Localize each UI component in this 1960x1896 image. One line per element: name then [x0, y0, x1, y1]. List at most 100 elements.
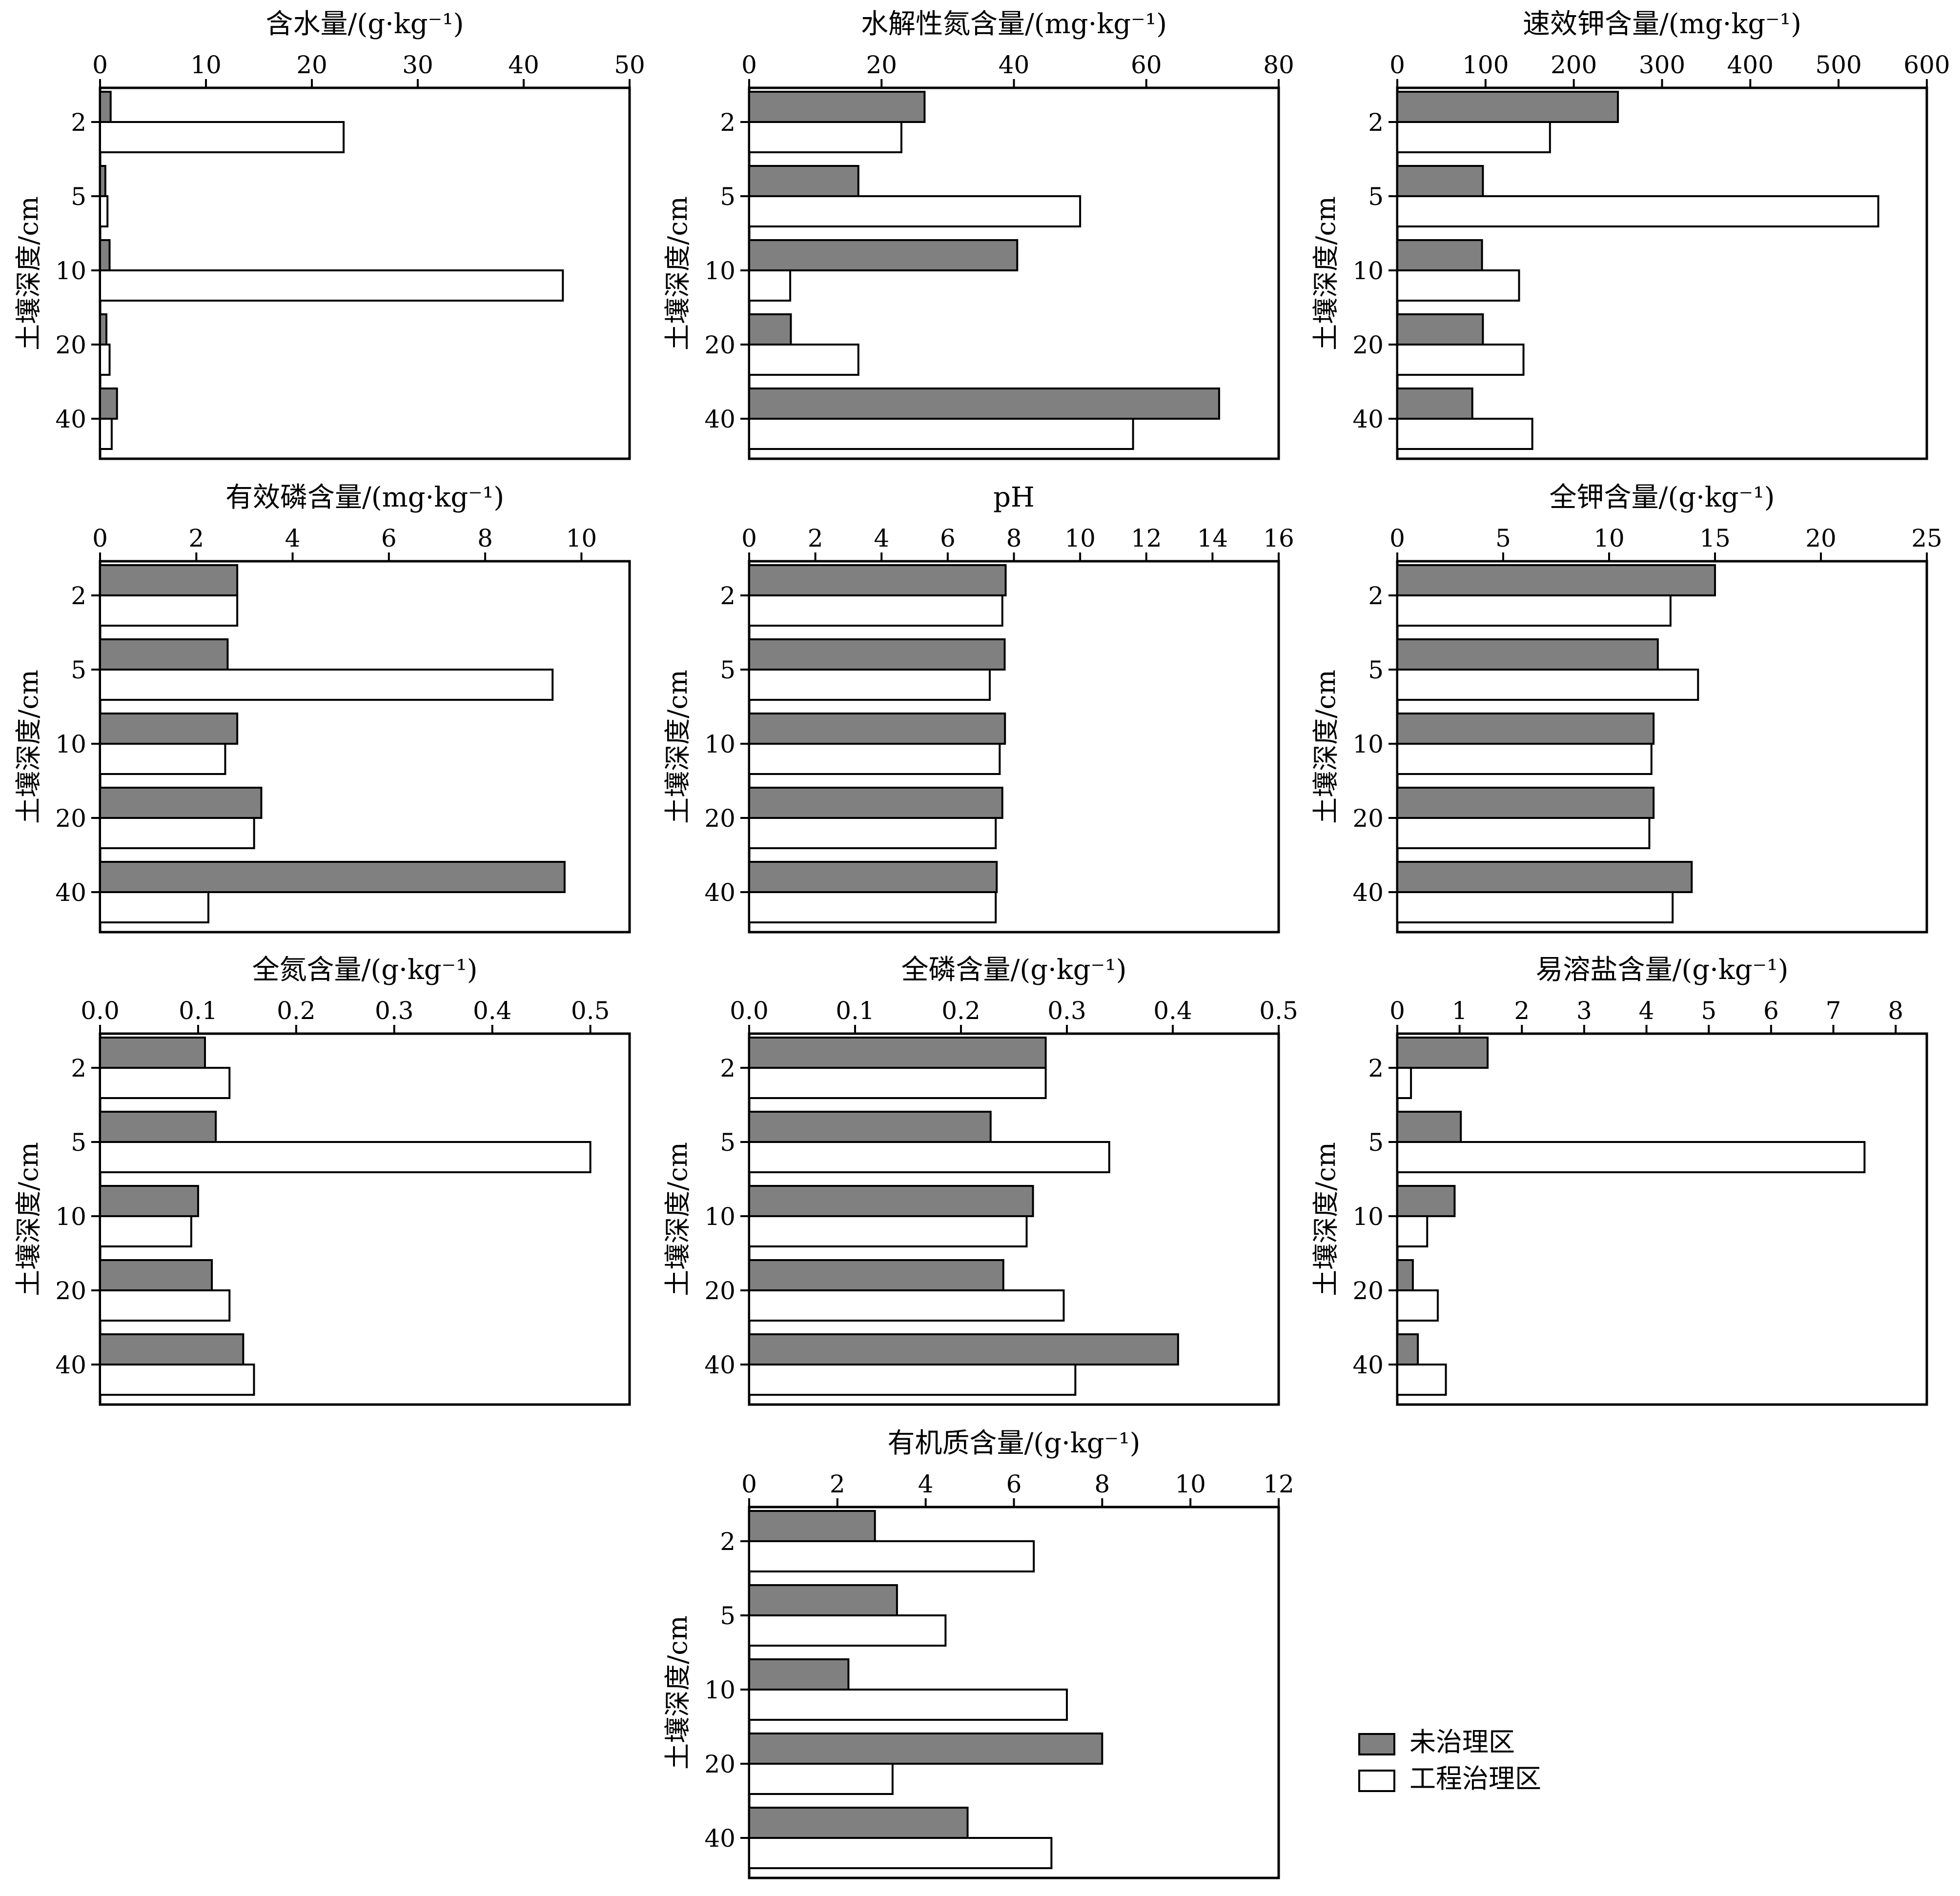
y-tick-label: 40: [704, 878, 735, 907]
y-axis-label: 土壤深度/cm: [662, 670, 693, 824]
x-tick-label: 100: [1462, 51, 1509, 79]
x-tick-label: 40: [508, 51, 539, 79]
y-tick-label: 2: [720, 1054, 735, 1082]
bar-untreated: [1396, 1333, 1419, 1366]
x-tick-label: 0.2: [277, 997, 316, 1025]
y-tick-label: 20: [1352, 804, 1384, 833]
y-axis-label: 土壤深度/cm: [13, 670, 44, 824]
bar-untreated: [748, 313, 792, 346]
x-tick-label: 0.1: [179, 997, 218, 1025]
x-tick-label: 5: [1495, 524, 1511, 552]
x-tick-label: 4: [918, 1470, 934, 1498]
y-tick-label: 2: [1368, 582, 1384, 610]
bar-untreated: [1396, 1037, 1489, 1069]
bar-untreated: [748, 91, 926, 123]
chart-title: pH: [993, 482, 1035, 513]
bar-treated: [748, 891, 997, 923]
y-tick-label: 2: [1368, 1054, 1384, 1082]
chart-panel: 水解性氮含量/(mg·kg⁻¹) 0 20 40 60 80 土壤深度/cm 2 5 10 20 40: [662, 8, 1294, 460]
bar-untreated: [1396, 787, 1655, 819]
bar-treated: [748, 1141, 1110, 1173]
bar-treated: [748, 121, 902, 153]
chart-title: 速效钾含量/(mg·kg⁻¹): [1523, 8, 1801, 40]
y-tick-label: 5: [1368, 183, 1384, 211]
bar-untreated: [748, 1584, 898, 1616]
legend-swatch-treated: [1358, 1770, 1395, 1792]
chart-title: 水解性氮含量/(mg·kg⁻¹): [861, 8, 1167, 40]
y-tick-label: 10: [1352, 257, 1384, 285]
bar-untreated: [99, 387, 118, 420]
chart-title: 有机质含量/(g·kg⁻¹): [888, 1427, 1141, 1459]
bar-treated: [1396, 195, 1879, 227]
bar-untreated: [748, 1259, 1004, 1291]
x-tick-label: 0.5: [571, 997, 610, 1025]
bar-treated: [99, 594, 239, 627]
legend-swatch-untreated: [1358, 1733, 1395, 1755]
bar-untreated: [99, 239, 111, 271]
x-tick-label: 12: [1131, 524, 1162, 552]
y-tick-label: 20: [704, 1750, 735, 1778]
bar-treated: [748, 344, 859, 376]
x-tick-label: 200: [1551, 51, 1597, 79]
x-tick-label: 12: [1263, 1470, 1294, 1498]
bar-treated: [1396, 344, 1525, 376]
bar-treated: [99, 269, 564, 302]
bar-untreated: [748, 1658, 850, 1691]
x-tick-label: 50: [614, 51, 645, 79]
bar-untreated: [99, 1037, 206, 1069]
bar-untreated: [1396, 165, 1484, 197]
y-tick-label: 20: [55, 804, 86, 833]
y-tick-label: 10: [704, 730, 735, 758]
chart-title: 全氮含量/(g·kg⁻¹): [252, 954, 478, 986]
bar-untreated: [748, 564, 1007, 596]
bar-untreated: [1396, 387, 1473, 420]
chart-title: 全钾含量/(g·kg⁻¹): [1550, 482, 1775, 513]
x-tick-label: 10: [1064, 524, 1096, 552]
chart-title: 含水量/(g·kg⁻¹): [266, 8, 464, 40]
x-tick-label: 2: [188, 524, 204, 552]
bar-untreated: [748, 1510, 876, 1542]
chart-panel: 含水量/(g·kg⁻¹) 0 10 20 30 40 50 土壤深度/cm 2 5 10 20 40: [13, 8, 645, 460]
bar-treated: [1396, 418, 1533, 450]
y-axis-label: 土壤深度/cm: [662, 196, 693, 350]
chart-panel: 有效磷含量/(mg·kg⁻¹) 0 2 4 6 8 10 土壤深度/cm 2 5 10 20 40: [13, 482, 631, 934]
x-tick-label: 0: [1389, 51, 1405, 79]
x-tick-label: 300: [1639, 51, 1685, 79]
bar-untreated: [748, 239, 1019, 271]
bar-untreated: [748, 638, 1006, 671]
x-tick-label: 14: [1197, 524, 1228, 552]
bar-treated: [1396, 1364, 1447, 1396]
x-tick-label: 8: [1888, 997, 1903, 1025]
y-axis-label: 土壤深度/cm: [1310, 670, 1341, 824]
bar-treated: [99, 1215, 192, 1247]
y-tick-label: 10: [1352, 730, 1384, 758]
y-axis-label: 土壤深度/cm: [662, 1615, 693, 1770]
y-tick-label: 2: [71, 582, 86, 610]
x-tick-label: 0.3: [1047, 997, 1086, 1025]
bar-treated: [748, 594, 1003, 627]
y-tick-label: 10: [704, 257, 735, 285]
bar-treated: [748, 1837, 1053, 1869]
y-tick-label: 20: [704, 331, 735, 359]
bar-treated: [748, 1763, 894, 1795]
x-tick-label: 10: [1593, 524, 1625, 552]
y-tick-label: 10: [1352, 1203, 1384, 1231]
x-tick-label: 0: [1389, 524, 1405, 552]
y-tick-label: 5: [71, 183, 86, 211]
y-tick-label: 2: [720, 108, 735, 137]
x-tick-label: 2: [808, 524, 823, 552]
bar-treated: [1396, 594, 1672, 627]
x-tick-label: 600: [1903, 51, 1950, 79]
y-tick-label: 40: [55, 405, 86, 433]
x-tick-label: 20: [1805, 524, 1837, 552]
chart-panel: 速效钾含量/(mg·kg⁻¹) 0 100 200 300 400 500 600 土壤深度/c…: [1310, 8, 1950, 460]
y-tick-label: 10: [55, 730, 86, 758]
y-tick-label: 10: [704, 1676, 735, 1704]
bar-untreated: [748, 1037, 1047, 1069]
bar-untreated: [1396, 239, 1483, 271]
y-tick-label: 40: [704, 405, 735, 433]
bar-treated: [1396, 1215, 1429, 1247]
x-tick-label: 40: [999, 51, 1030, 79]
bar-treated: [748, 1215, 1028, 1247]
